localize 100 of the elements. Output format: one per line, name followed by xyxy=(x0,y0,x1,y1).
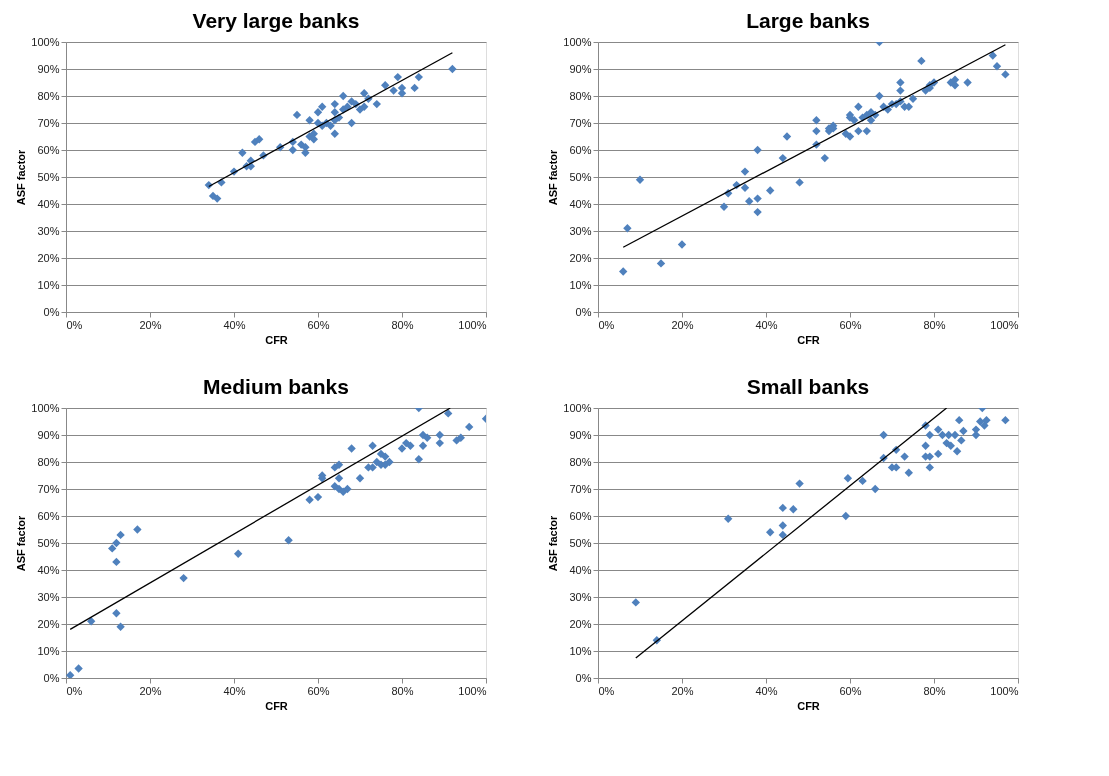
y-tick-label: 80% xyxy=(37,89,60,102)
y-tick-label: 90% xyxy=(569,428,592,441)
y-tick-label: 60% xyxy=(37,143,60,156)
x-tick-label: 60% xyxy=(839,318,862,331)
y-tick-label: 40% xyxy=(37,563,60,576)
point xyxy=(397,444,407,453)
y-tick-label: 10% xyxy=(37,278,60,291)
point xyxy=(238,148,247,157)
point xyxy=(389,86,398,95)
y-tick-label: 0% xyxy=(43,671,60,684)
y-tick-label: 90% xyxy=(569,62,592,75)
y-tick-label: 60% xyxy=(37,509,60,522)
point xyxy=(313,108,323,117)
point xyxy=(234,549,243,558)
y-tick-label: 40% xyxy=(37,197,60,210)
x-tick-label: 80% xyxy=(391,684,414,697)
y-tick-label: 50% xyxy=(569,536,592,549)
x-tick-label: 0% xyxy=(598,684,615,697)
point xyxy=(66,671,75,678)
y-tick-label: 100% xyxy=(563,35,592,48)
x-axis-title: CFR xyxy=(265,699,288,712)
x-tick-label: 40% xyxy=(223,684,246,697)
point xyxy=(305,116,314,125)
y-axis-title: ASF factor xyxy=(15,148,28,206)
x-axis-title: CFR xyxy=(797,699,820,712)
point xyxy=(360,89,369,98)
y-tick-label: 60% xyxy=(569,143,592,156)
y-tick-label: 30% xyxy=(569,590,592,603)
chart-title: Large banks xyxy=(746,9,870,32)
x-tick-label: 40% xyxy=(755,684,778,697)
y-tick-label: 80% xyxy=(569,455,592,468)
y-tick-label: 40% xyxy=(569,197,592,210)
point xyxy=(108,544,117,553)
y-tick-label: 90% xyxy=(37,428,60,441)
x-tick-label: 100% xyxy=(990,318,1019,331)
point xyxy=(318,102,327,111)
y-tick-label: 80% xyxy=(37,455,60,468)
y-tick-label: 10% xyxy=(37,644,60,657)
point xyxy=(368,441,377,450)
point xyxy=(381,452,390,461)
point xyxy=(305,495,314,504)
point xyxy=(435,430,444,440)
x-tick-label: 60% xyxy=(307,684,330,697)
y-axis-title: ASF factor xyxy=(547,514,560,572)
y-tick-label: 0% xyxy=(43,305,60,318)
y-axis-title: ASF factor xyxy=(15,514,28,572)
point xyxy=(116,622,125,631)
y-tick-label: 20% xyxy=(569,617,592,630)
y-tick-label: 0% xyxy=(575,671,592,684)
point xyxy=(87,617,96,626)
point xyxy=(74,664,83,673)
point xyxy=(133,525,142,534)
x-tick-label: 60% xyxy=(839,684,862,697)
x-tick-label: 100% xyxy=(458,318,487,331)
point xyxy=(381,81,390,90)
x-tick-label: 0% xyxy=(66,684,83,697)
point xyxy=(435,438,444,448)
x-tick-label: 100% xyxy=(990,684,1019,697)
point xyxy=(360,102,369,111)
y-tick-label: 70% xyxy=(37,482,60,495)
x-tick-label: 100% xyxy=(458,684,487,697)
chart-title: Small banks xyxy=(746,375,870,398)
y-tick-label: 0% xyxy=(575,305,592,318)
x-tick-label: 60% xyxy=(307,318,330,331)
y-tick-label: 100% xyxy=(31,35,60,48)
y-tick-label: 20% xyxy=(569,251,592,264)
point xyxy=(465,422,474,432)
point xyxy=(179,573,188,583)
point xyxy=(456,433,465,442)
x-tick-label: 0% xyxy=(66,318,83,331)
x-tick-label: 20% xyxy=(671,318,694,331)
point xyxy=(414,72,423,82)
point xyxy=(330,99,339,109)
point xyxy=(288,145,297,155)
y-tick-label: 70% xyxy=(37,116,60,129)
x-tick-label: 0% xyxy=(598,318,615,331)
point xyxy=(213,194,222,203)
y-tick-label: 30% xyxy=(569,224,592,237)
point xyxy=(326,121,335,130)
y-tick-label: 80% xyxy=(569,89,592,102)
y-tick-label: 50% xyxy=(37,170,60,183)
y-tick-label: 90% xyxy=(37,62,60,75)
point xyxy=(444,409,453,418)
y-tick-label: 20% xyxy=(37,617,60,630)
point xyxy=(334,460,344,469)
x-tick-label: 20% xyxy=(139,684,162,697)
y-tick-label: 10% xyxy=(569,644,592,657)
point xyxy=(255,135,264,144)
y-tick-label: 30% xyxy=(37,590,60,603)
y-tick-label: 30% xyxy=(37,224,60,237)
point xyxy=(330,129,339,138)
x-tick-label: 80% xyxy=(391,318,414,331)
point xyxy=(418,441,428,450)
chart-title: Very large banks xyxy=(192,9,360,32)
x-tick-label: 40% xyxy=(755,318,778,331)
point xyxy=(112,538,121,548)
x-axis-title: CFR xyxy=(265,333,288,346)
x-tick-label: 20% xyxy=(671,684,694,697)
point xyxy=(309,135,318,144)
y-tick-label: 70% xyxy=(569,116,592,129)
